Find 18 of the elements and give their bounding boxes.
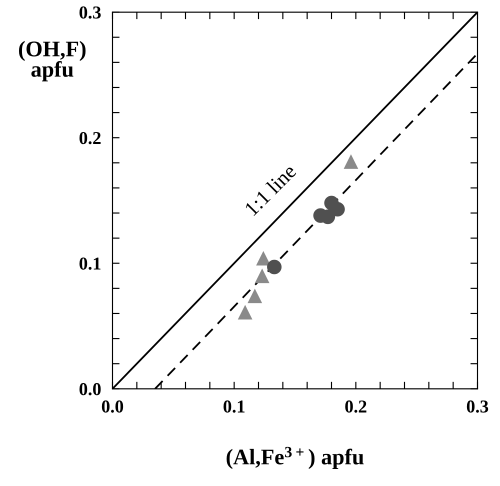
point (267, 260, 282, 274)
point (254, 268, 270, 284)
x-axis-title: (Al,Fe$^{3+}$) apfu (226, 446, 364, 470)
point (344, 154, 358, 169)
x-tick-label: 0.2 (345, 400, 366, 413)
x-tick-label: 0.1 (224, 400, 245, 413)
point (248, 288, 262, 304)
x-tick-label: 0.3 (466, 400, 488, 413)
point (256, 250, 271, 266)
y-tick-label: 0.2 (80, 132, 101, 144)
annotation: 1:1 line (244, 163, 298, 216)
y-tick-label: 0.3 (80, 6, 101, 19)
point (330, 202, 345, 217)
y-tick-label: 0.1 (80, 258, 100, 270)
point (238, 304, 252, 320)
y-axis-title: (OH,F) apfu (19, 40, 86, 82)
y-tick-label: 0.0 (80, 383, 101, 396)
x-tick-label: 0.0 (102, 400, 124, 413)
